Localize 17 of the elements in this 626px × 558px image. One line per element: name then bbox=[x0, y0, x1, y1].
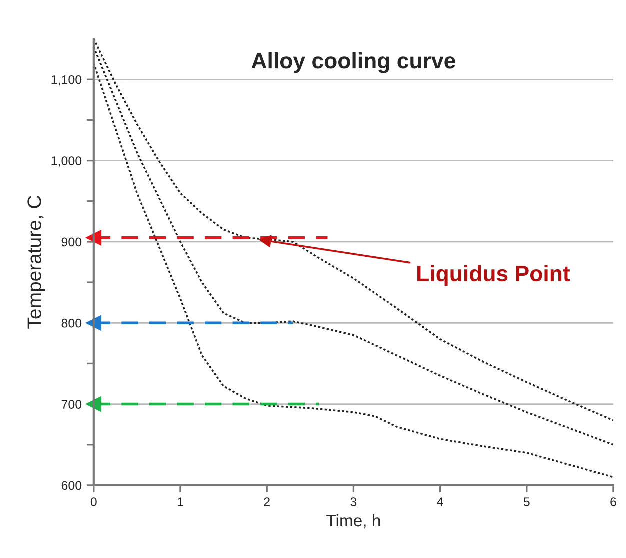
x-tick-label: 1 bbox=[178, 498, 184, 506]
x-tick-label: 3 bbox=[350, 498, 357, 506]
y-tick-label: 800 bbox=[62, 318, 82, 328]
x-tick-label: 0 bbox=[90, 498, 97, 506]
x-axis-title: Time, h bbox=[326, 514, 380, 529]
x-tick-label: 6 bbox=[610, 498, 616, 506]
y-tick-label: 1,000 bbox=[52, 156, 82, 167]
y-tick-label: 1,100 bbox=[52, 75, 82, 86]
x-tick-label: 5 bbox=[524, 498, 530, 506]
y-axis-title: Temperature, C bbox=[28, 196, 46, 329]
y-tick-label: 700 bbox=[62, 400, 82, 409]
text: Alloy cooling curve bbox=[252, 52, 456, 74]
x-tick-label: 4 bbox=[437, 498, 444, 506]
y-tick-label: 600 bbox=[62, 481, 82, 490]
y-tick-label: 900 bbox=[62, 238, 82, 247]
x-tick-label: 2 bbox=[264, 498, 270, 506]
annotation: Liquidus Point bbox=[418, 265, 570, 286]
